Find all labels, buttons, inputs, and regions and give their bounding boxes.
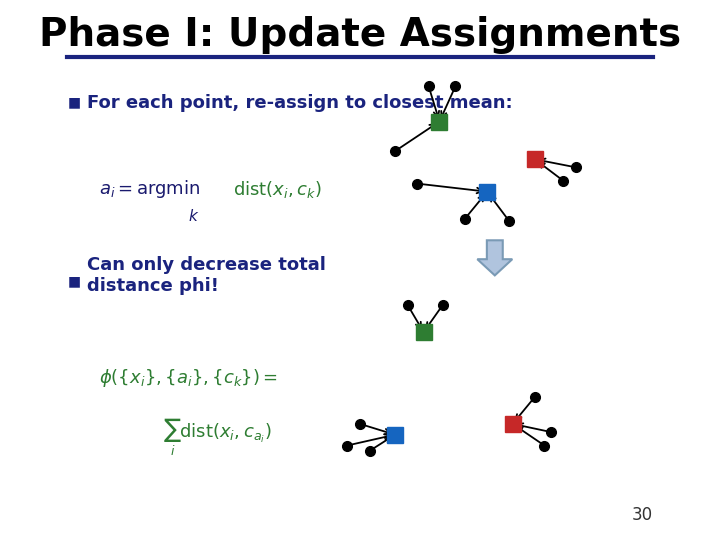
Text: Can only decrease total
distance phi!: Can only decrease total distance phi! [86, 256, 325, 295]
Text: $\phi(\{x_i\}, \{a_i\}, \{c_k\}) =$: $\phi(\{x_i\}, \{a_i\}, \{c_k\}) =$ [99, 367, 279, 389]
Text: Phase I: Update Assignments: Phase I: Update Assignments [39, 16, 681, 54]
Text: $\mathrm{dist}(x_i, c_k)$: $\mathrm{dist}(x_i, c_k)$ [233, 179, 322, 199]
Text: $k$: $k$ [189, 208, 199, 224]
Text: For each point, re-assign to closest mean:: For each point, re-assign to closest mea… [86, 93, 512, 112]
Text: 30: 30 [631, 506, 652, 524]
FancyArrow shape [477, 240, 513, 275]
Text: $a_i = \mathrm{argmin}$: $a_i = \mathrm{argmin}$ [99, 178, 201, 200]
Text: $\sum_i \mathrm{dist}(x_i, c_{a_i})$: $\sum_i \mathrm{dist}(x_i, c_{a_i})$ [163, 417, 271, 458]
Text: ■: ■ [68, 274, 81, 288]
Text: ■: ■ [68, 96, 81, 110]
